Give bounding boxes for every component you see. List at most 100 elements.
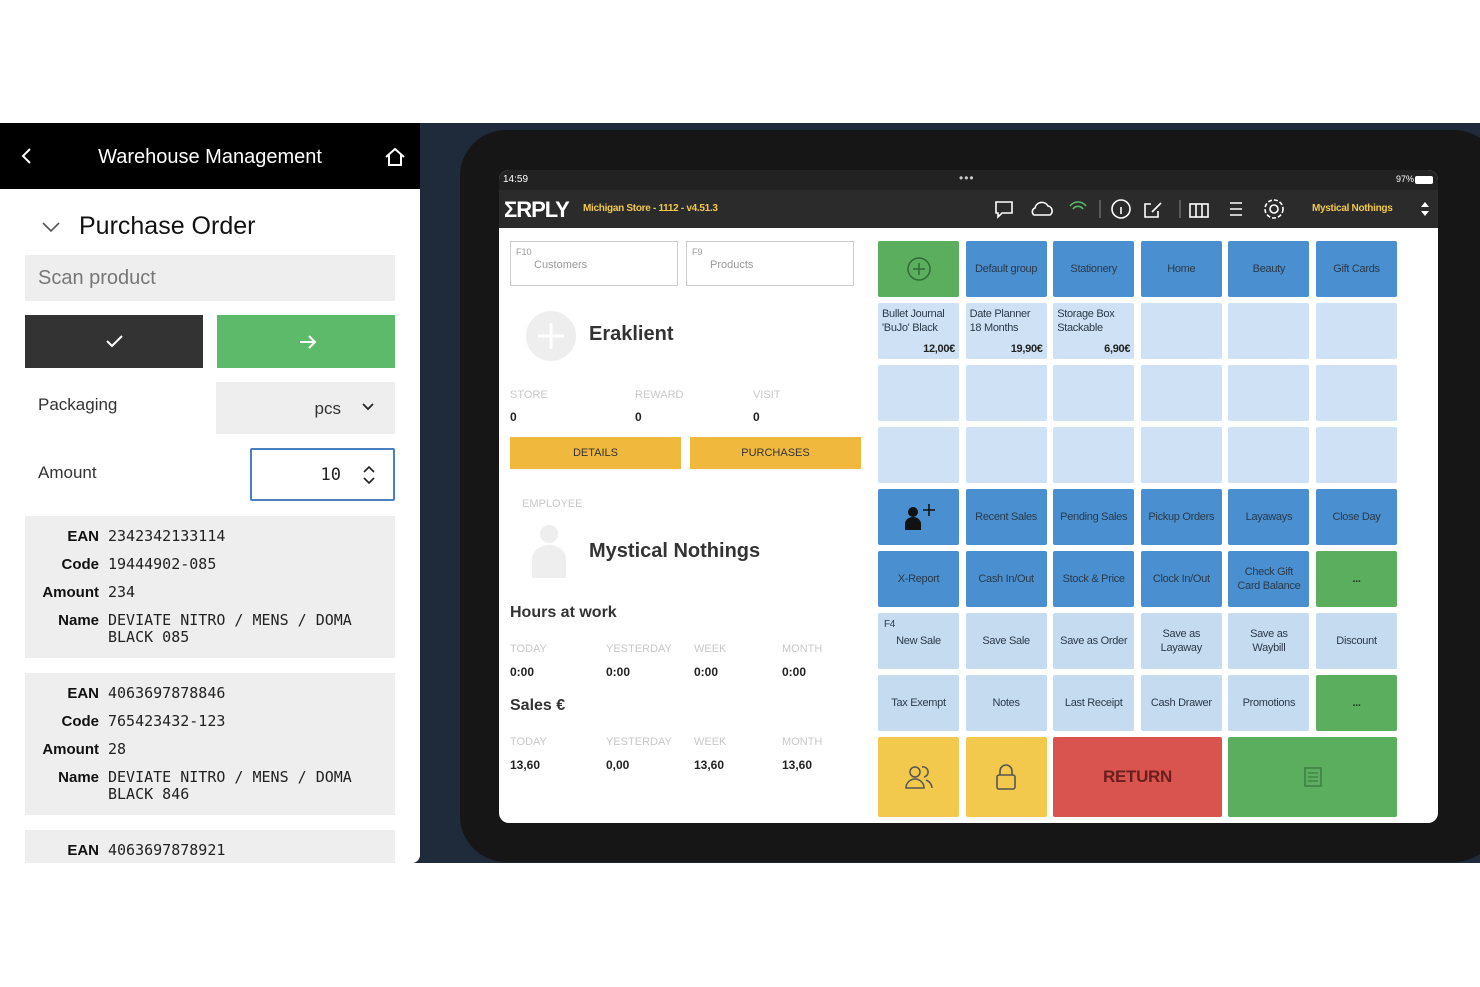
pos-tile[interactable]: Save as Layaway (1140, 613, 1222, 669)
pos-tile[interactable]: Notes (965, 675, 1047, 731)
scan-input[interactable]: Scan product (25, 255, 395, 301)
customer-name: Eraklient (589, 323, 674, 345)
purchases-button[interactable]: PURCHASES (690, 437, 861, 469)
stat-label: MONTH (782, 643, 823, 655)
collapse-icon[interactable] (40, 220, 62, 234)
field-label: Code (61, 556, 100, 573)
pos-tile[interactable] (1228, 303, 1310, 359)
pos-tile[interactable]: Promotions (1228, 675, 1310, 731)
pos-tile[interactable] (1140, 427, 1222, 483)
pos-tile[interactable]: Close Day (1316, 489, 1397, 545)
field-value: 4063697878846 (108, 684, 226, 702)
field-value: 28 (108, 740, 127, 758)
pos-tile[interactable]: Last Receipt (1053, 675, 1135, 731)
details-button[interactable]: DETAILS (510, 437, 681, 469)
pos-tile[interactable] (1228, 427, 1310, 483)
next-button[interactable] (217, 315, 395, 368)
user[interactable]: Mystical Nothings (1312, 203, 1393, 214)
employee-label: EMPLOYEE (522, 498, 583, 510)
pos-tile[interactable]: RETURN (1053, 737, 1222, 817)
pos-tile[interactable]: Check Gift Card Balance (1228, 551, 1310, 607)
pos-tile[interactable] (878, 489, 959, 545)
products-key: F9 (692, 247, 703, 257)
confirm-button[interactable] (25, 315, 203, 368)
item-card: EAN 4063697878921 (25, 830, 395, 863)
back-icon[interactable] (18, 147, 34, 165)
pos-tile[interactable]: Save as Order (1053, 613, 1135, 669)
pos-tile[interactable]: Recent Sales (965, 489, 1047, 545)
stat-value: 0 (753, 410, 760, 424)
pos-tile[interactable]: Gift Cards (1316, 241, 1397, 297)
pos-tile[interactable]: Beauty (1228, 241, 1310, 297)
pos-tile[interactable] (1316, 365, 1397, 421)
pos-tile[interactable] (1228, 737, 1397, 817)
pos-tile[interactable]: Layaways (1228, 489, 1310, 545)
pos-tile[interactable]: Tax Exempt (878, 675, 959, 731)
tile-price: 6,90€ (1104, 343, 1131, 355)
pos-tile[interactable] (878, 427, 959, 483)
pos-tile[interactable] (1316, 427, 1397, 483)
stat-value: 13,60 (782, 758, 813, 772)
tile-label: Clock In/Out (1152, 573, 1210, 585)
pos-tile[interactable]: Cash In/Out (965, 551, 1047, 607)
pos-tile[interactable]: Storage Box Stackable 6,90€ (1053, 303, 1135, 359)
battery: 97% (1396, 174, 1415, 184)
pos-tile[interactable]: Stationery (1053, 241, 1135, 297)
customer-avatar[interactable] (525, 310, 577, 362)
item-field: Code 19444902-085 (25, 556, 395, 574)
customers-input[interactable]: F10 Customers (510, 241, 678, 286)
pos-tile[interactable]: Home (1140, 241, 1222, 297)
pos-tile[interactable] (1053, 365, 1135, 421)
packaging-select[interactable]: pcs (216, 382, 395, 434)
item-card: EAN 2342342133114 Code 19444902-085 Amount 23… (25, 516, 395, 658)
pos-tile[interactable]: Stock & Price (1053, 551, 1135, 607)
pos-tile[interactable]: Bullet Journal 'BuJo' Black 12,00€ (878, 303, 959, 359)
stat-label: WEEK (694, 736, 727, 748)
pos-tile[interactable] (1228, 365, 1310, 421)
tile-label: Recent Sales (975, 511, 1037, 523)
pos-tile[interactable]: Pickup Orders (1140, 489, 1222, 545)
pos-tile[interactable]: Save Sale (965, 613, 1047, 669)
amount-input[interactable]: 10 (250, 448, 395, 501)
field-label: EAN (67, 528, 99, 545)
tile-label: Pickup Orders (1148, 511, 1215, 523)
pos-tile[interactable]: Date Planner 18 Months 19,90€ (965, 303, 1047, 359)
pos-tile[interactable] (1140, 365, 1222, 421)
pos-tile[interactable] (1316, 303, 1397, 359)
tile-price: 19,90€ (1010, 343, 1043, 355)
home-icon[interactable] (384, 147, 406, 167)
pos-tile[interactable] (1053, 427, 1135, 483)
item-field: Amount 234 (25, 584, 395, 602)
pos-tile[interactable]: Pending Sales (1053, 489, 1135, 545)
battery-icon (1415, 176, 1433, 184)
pos-tile[interactable] (878, 737, 959, 817)
pos-tile[interactable]: X-Report (878, 551, 959, 607)
user-toggle[interactable] (1420, 200, 1430, 218)
pos-tile[interactable]: F4 New Sale (878, 613, 959, 669)
products-input[interactable]: F9 Products (686, 241, 854, 286)
stat-value: 0:00 (694, 665, 719, 679)
time: 14:59 (503, 174, 529, 185)
pos-tile[interactable] (965, 427, 1047, 483)
pos-tile[interactable]: ... (1316, 675, 1397, 731)
pos-tile[interactable]: Save as Waybill (1228, 613, 1310, 669)
toolbar-icons[interactable] (994, 198, 1334, 222)
pos-tile[interactable] (965, 737, 1047, 817)
pos-tile[interactable] (965, 365, 1047, 421)
tile-label: Stationery (1070, 263, 1117, 275)
field-label: Name (58, 612, 99, 629)
pos-tile[interactable] (878, 241, 959, 297)
pos-tile[interactable]: Default group (965, 241, 1047, 297)
pos-tile[interactable]: Clock In/Out (1140, 551, 1222, 607)
tile-label: Cash Drawer (1150, 697, 1212, 709)
pos-tile[interactable]: ... (1316, 551, 1397, 607)
pos-tile[interactable] (878, 365, 959, 421)
item-card: EAN 4063697878846 Code 765423432-123 Amount 2… (25, 673, 395, 815)
tile-label: Bullet Journal 'BuJo' Black (882, 308, 945, 334)
item-field: EAN 4063697878921 (25, 842, 395, 860)
pos-tile[interactable]: Cash Drawer (1140, 675, 1222, 731)
pos-tile[interactable] (1140, 303, 1222, 359)
pos-tile[interactable]: Discount (1316, 613, 1397, 669)
stat-value: 13,60 (510, 758, 541, 772)
tile-label: X-Report (897, 573, 940, 585)
